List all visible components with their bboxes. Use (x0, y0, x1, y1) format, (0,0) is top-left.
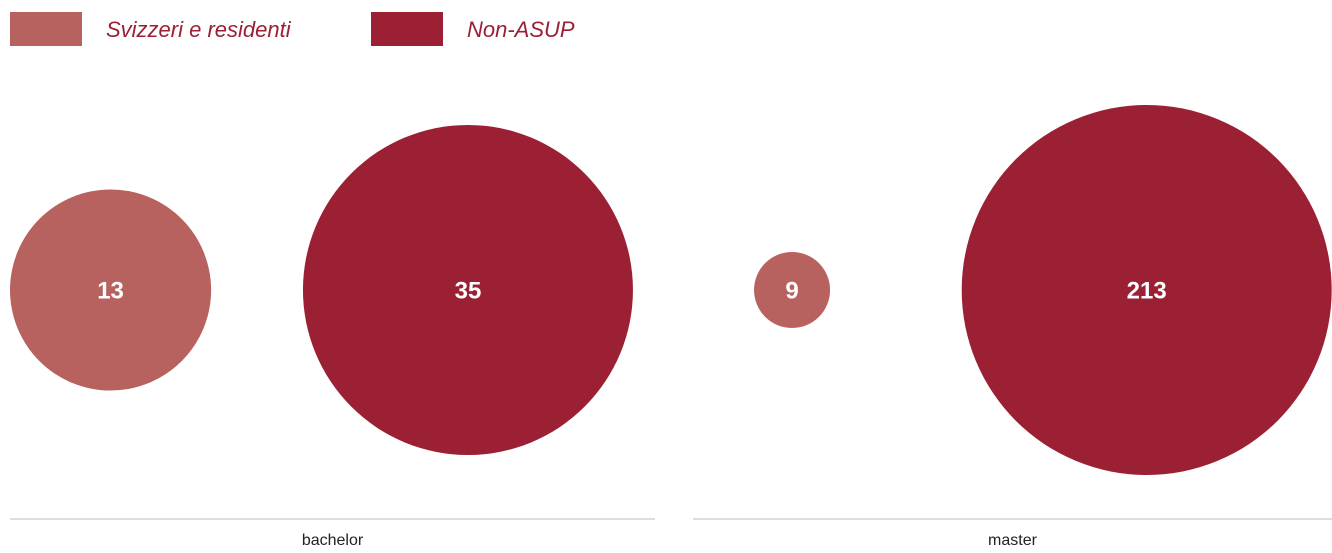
legend-swatch (10, 12, 82, 46)
legend-swatch (371, 12, 443, 46)
value-label: 9 (785, 277, 798, 304)
legend-label: Svizzeri e residenti (106, 17, 292, 42)
value-label: 13 (97, 277, 124, 304)
bubble (754, 251, 831, 329)
value-label: 213 (1127, 277, 1167, 304)
bubble (10, 189, 212, 391)
value-label: 35 (455, 277, 482, 304)
bubble (302, 125, 633, 455)
legend-label: Non-ASUP (467, 17, 575, 42)
category-label: bachelor (302, 532, 364, 549)
category-label: master (988, 532, 1038, 549)
bubble (961, 105, 1332, 475)
